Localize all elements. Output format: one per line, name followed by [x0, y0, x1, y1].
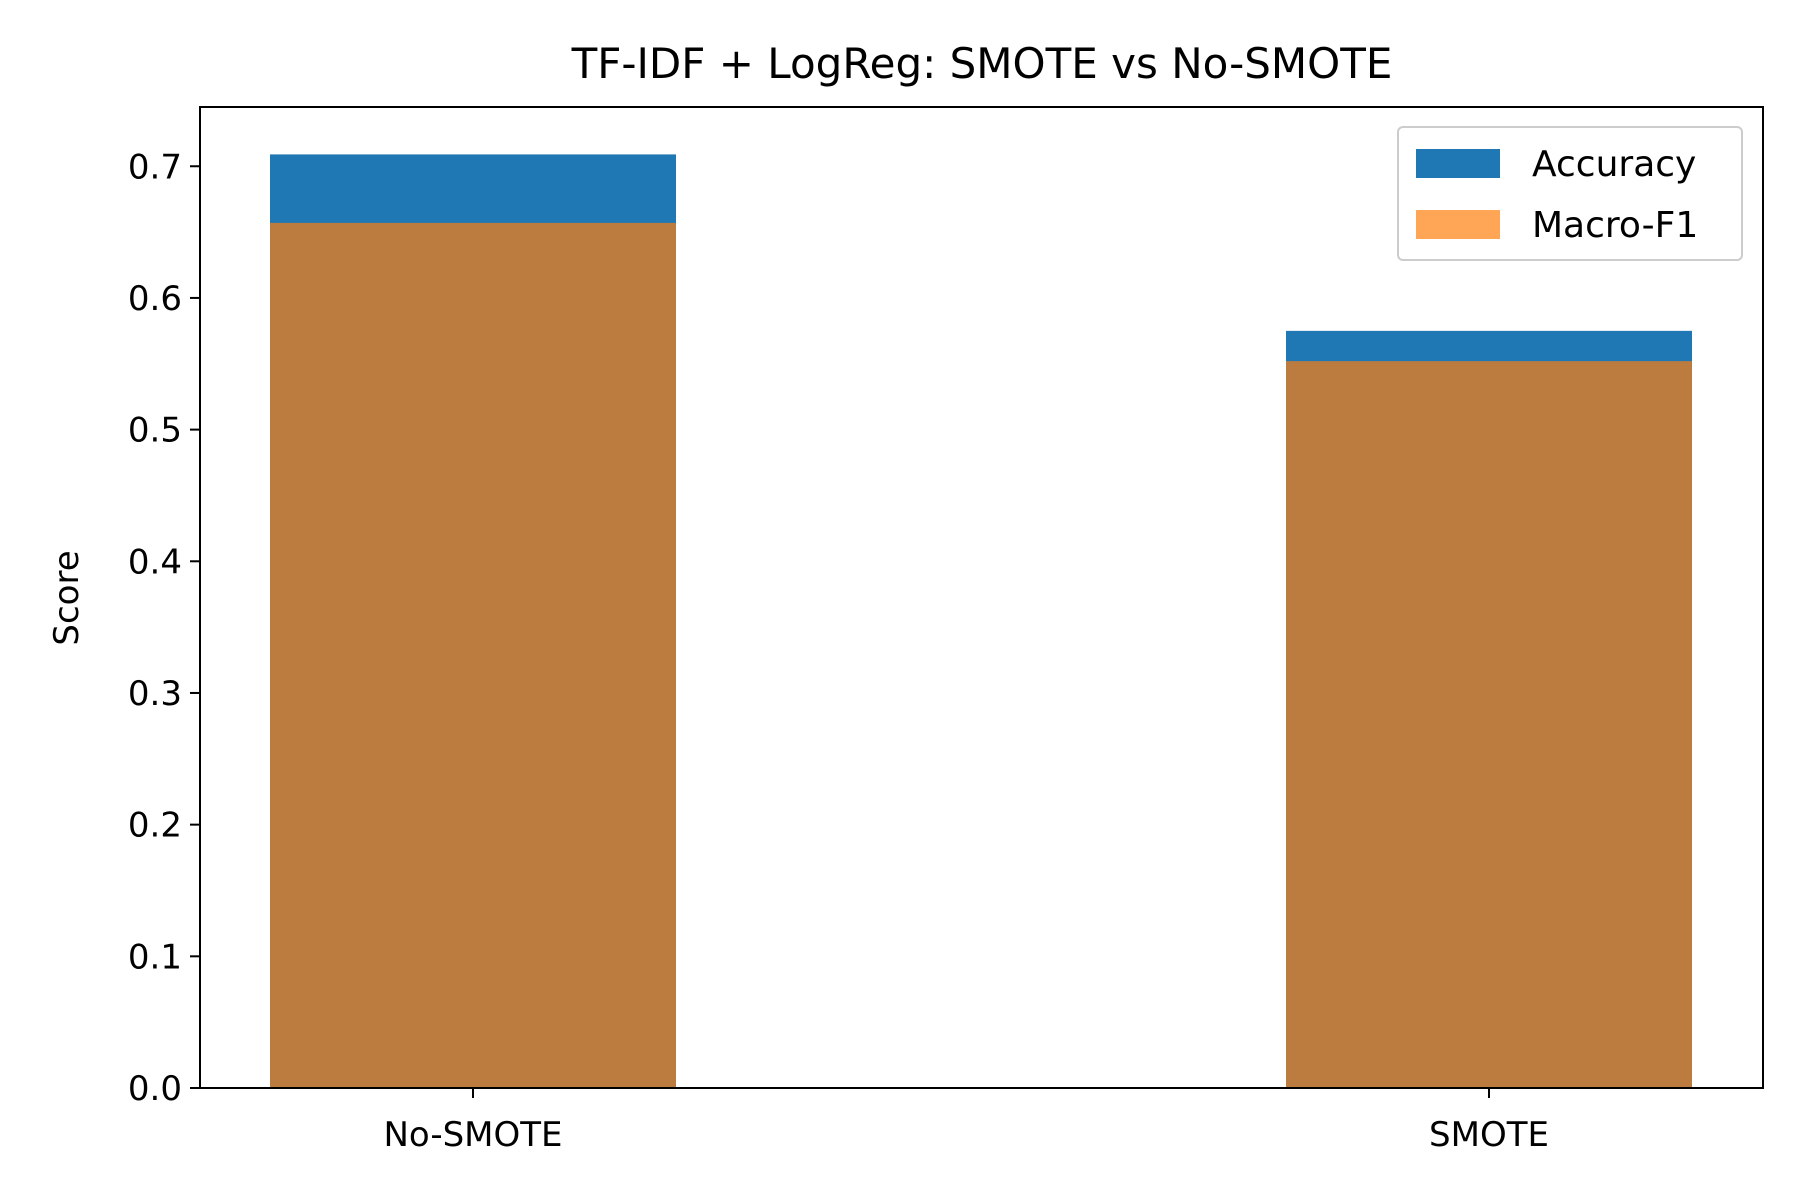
y-tick-label: 0.2: [128, 806, 182, 846]
legend: Accuracy Macro-F1: [1397, 126, 1743, 261]
y-axis-label: Score: [47, 550, 87, 645]
x-tick-label: SMOTE: [1429, 1115, 1549, 1155]
y-tick-label: 0.1: [128, 937, 182, 977]
y-tick-label: 0.0: [128, 1069, 182, 1109]
legend-label: Accuracy: [1532, 144, 1696, 185]
plot-frame: [199, 106, 1764, 1089]
legend-swatch-accuracy: [1416, 149, 1500, 178]
y-axis: 0.0 0.1 0.2 0.3 0.4 0.5 0.6 0.7: [128, 147, 200, 1109]
x-axis: No-SMOTE SMOTE: [383, 1088, 1549, 1155]
bar-macro-f1-no-smote: [270, 222, 676, 1088]
y-tick-label: 0.7: [128, 147, 182, 187]
y-tick-label: 0.3: [128, 674, 182, 714]
y-tick-label: 0.4: [128, 542, 182, 582]
legend-label: Macro-F1: [1532, 205, 1698, 246]
legend-swatch-macro-f1: [1416, 210, 1500, 239]
bars-layer: [270, 154, 1692, 1088]
y-tick-label: 0.6: [128, 279, 182, 319]
x-tick-label: No-SMOTE: [383, 1115, 562, 1155]
bar-macro-f1-smote: [1286, 361, 1692, 1088]
y-tick-label: 0.5: [128, 411, 182, 451]
chart-title: TF-IDF + LogReg: SMOTE vs No-SMOTE: [571, 39, 1393, 88]
